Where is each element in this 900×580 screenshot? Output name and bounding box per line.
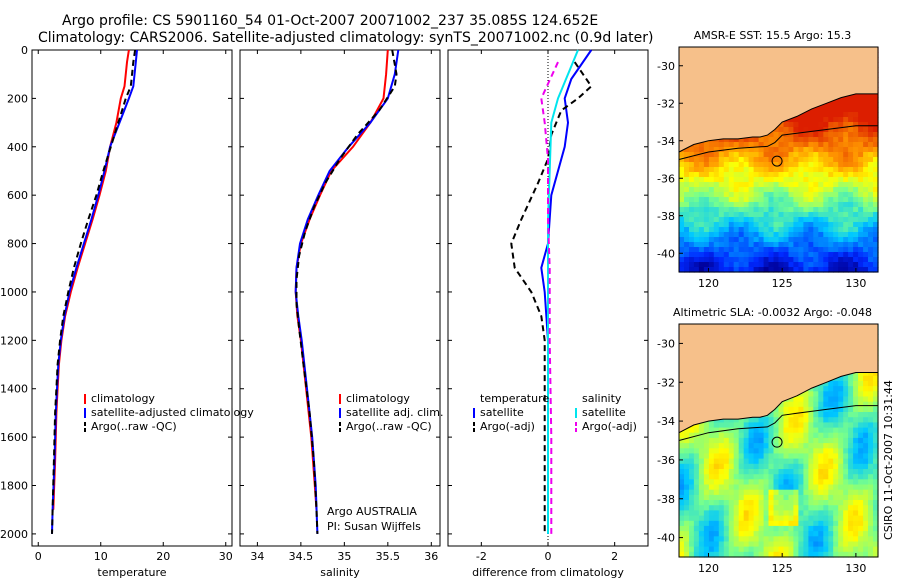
series-line-satellite-adjusted-climatology [51, 49, 138, 534]
x-tick-label: 34 [250, 550, 264, 563]
x-axis-label: difference from climatology [472, 566, 624, 579]
map-1-frame [678, 46, 879, 273]
legend-diff-sal-satellite-label: satellite [582, 406, 626, 419]
series-line-argo-raw-qc [295, 49, 398, 534]
y-tick-label: 2000 [0, 528, 28, 541]
argo-location-marker [771, 155, 783, 167]
y-tick-label: 800 [7, 238, 28, 251]
shelf-contour [678, 405, 878, 441]
y-tick-label: 600 [7, 189, 28, 202]
map-y-tick-label: -34 [657, 415, 675, 428]
pi-name-annotation: PI: Susan Wijffels [327, 520, 421, 533]
series-line-temperature-argo-adj [510, 61, 593, 534]
map-1-title: AMSR-E SST: 15.5 Argo: 15.3 [694, 29, 852, 42]
map-y-tick-label: -38 [657, 210, 675, 223]
map-y-tick-label: -34 [657, 135, 675, 148]
map-2-field [678, 324, 879, 558]
x-tick-label: 35.5 [376, 550, 401, 563]
legend-argo-raw-label: Argo(..raw -QC) [91, 420, 177, 433]
map-y-tick-label: -32 [657, 376, 675, 389]
y-tick-label: 1800 [0, 480, 28, 493]
map-x-tick-label: 125 [772, 562, 793, 575]
legend-sal-climatology-label: climatology [346, 392, 410, 405]
legend-diff-sal-argo-label: Argo(-adj) [582, 420, 637, 433]
map-y-tick-label: -30 [657, 337, 675, 350]
figure-title-line2: Climatology: CARS2006. Satellite-adjuste… [38, 30, 654, 46]
map-y-tick-label: -36 [657, 454, 675, 467]
legend-sal-satellite-label: satellite adj. clim. [346, 406, 443, 419]
series-line-argo-raw-qc [51, 49, 137, 534]
profile-panel-1-frame [31, 49, 233, 547]
x-tick-label: 34.5 [289, 550, 314, 563]
y-tick-label: 400 [7, 141, 28, 154]
y-tick-label: 200 [7, 92, 28, 105]
map-x-tick-label: 130 [845, 562, 866, 575]
map-y-tick-label: -38 [657, 493, 675, 506]
map-2-frame [678, 323, 879, 558]
map-y-tick-label: -40 [657, 247, 675, 260]
shelf-contour [678, 125, 878, 160]
map-1-field [678, 47, 879, 273]
legend-diff-temp-argo-label: Argo(-adj) [480, 420, 535, 433]
figure-title-line1: Argo profile: CS 5901160_54 01-Oct-2007 … [62, 13, 599, 29]
x-tick-label: 30 [219, 550, 233, 563]
map-y-tick-label: -32 [657, 97, 675, 110]
coastline [678, 93, 878, 153]
map-x-tick-label: 120 [698, 277, 719, 290]
x-tick-label: -2 [476, 550, 487, 563]
float-owner-annotation: Argo AUSTRALIA [327, 505, 417, 518]
y-tick-label: 1200 [0, 334, 28, 347]
map-y-tick-label: -36 [657, 172, 675, 185]
legend-satellite-adjusted-label: satellite-adjusted climatology [91, 406, 254, 419]
coastline [678, 372, 878, 434]
x-axis-label: temperature [97, 566, 166, 579]
x-axis-label: salinity [320, 566, 360, 579]
y-tick-label: 0 [21, 44, 28, 57]
x-tick-label: 2 [611, 550, 618, 563]
land-mass [679, 324, 878, 433]
legend-salinity-heading: salinity [582, 392, 622, 405]
x-tick-label: 0 [545, 550, 552, 563]
argo-location-marker [771, 436, 783, 448]
map-x-tick-label: 120 [698, 562, 719, 575]
legend-diff-temp-satellite-label: satellite [480, 406, 524, 419]
land-mass [679, 47, 878, 152]
map-2-title: Altimetric SLA: -0.0032 Argo: -0.048 [673, 306, 872, 319]
series-line-salinity-argo-adj [540, 61, 559, 534]
x-tick-label: 36 [424, 550, 438, 563]
map-y-tick-label: -40 [657, 532, 675, 545]
legend-temperature-heading: temperature [480, 392, 549, 405]
x-tick-label: 0 [35, 550, 42, 563]
x-tick-label: 10 [94, 550, 108, 563]
map-x-tick-label: 130 [845, 277, 866, 290]
y-tick-label: 1600 [0, 431, 28, 444]
x-tick-label: 35 [337, 550, 351, 563]
y-tick-label: 1000 [0, 286, 28, 299]
legend-climatology-label: climatology [91, 392, 155, 405]
y-tick-label: 1400 [0, 383, 28, 396]
profile-panel-2-frame [239, 49, 441, 547]
legend-sal-argo-label: Argo(..raw -QC) [346, 420, 432, 433]
map-y-tick-label: -30 [657, 60, 675, 73]
map-x-tick-label: 125 [772, 277, 793, 290]
x-tick-label: 20 [156, 550, 170, 563]
timestamp-side-label: CSIRO 11-Oct-2007 10:31:44 [882, 380, 895, 540]
